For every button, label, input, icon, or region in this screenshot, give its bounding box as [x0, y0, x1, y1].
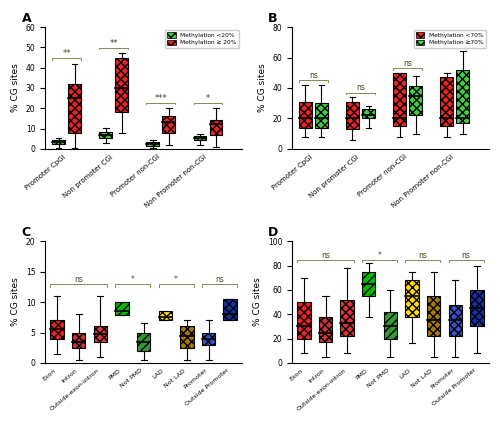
- Bar: [297, 302, 310, 338]
- Text: ns: ns: [403, 59, 412, 68]
- Bar: [315, 103, 328, 127]
- Text: B: B: [268, 12, 278, 25]
- Bar: [202, 332, 215, 345]
- Text: ns: ns: [321, 251, 330, 260]
- Bar: [52, 140, 65, 144]
- Bar: [346, 102, 359, 129]
- Y-axis label: % CG sites: % CG sites: [11, 63, 20, 113]
- Text: **: **: [62, 49, 71, 58]
- Bar: [100, 132, 112, 137]
- Bar: [72, 332, 86, 348]
- Bar: [410, 86, 422, 115]
- Y-axis label: % CG sites: % CG sites: [253, 277, 262, 327]
- Bar: [440, 77, 453, 126]
- Text: ns: ns: [450, 38, 459, 47]
- Text: *: *: [174, 275, 178, 284]
- Bar: [319, 317, 332, 342]
- Bar: [137, 332, 150, 351]
- Y-axis label: % CG sites: % CG sites: [11, 277, 20, 327]
- Bar: [146, 142, 159, 146]
- Bar: [427, 296, 440, 336]
- Bar: [180, 327, 194, 348]
- Bar: [194, 136, 206, 140]
- Bar: [210, 121, 222, 135]
- Text: ns: ns: [356, 83, 365, 93]
- Bar: [224, 299, 237, 320]
- Bar: [299, 102, 312, 127]
- Bar: [384, 312, 397, 338]
- Bar: [362, 272, 376, 296]
- Bar: [116, 302, 128, 316]
- Text: *: *: [206, 94, 210, 103]
- Text: ***: ***: [154, 94, 167, 103]
- Bar: [94, 327, 107, 342]
- Bar: [448, 305, 462, 336]
- Text: *: *: [131, 275, 134, 284]
- Bar: [406, 280, 419, 317]
- Text: C: C: [22, 226, 30, 239]
- Text: D: D: [268, 226, 278, 239]
- Legend: Methylation <70%, Methylation ≥70%: Methylation <70%, Methylation ≥70%: [414, 30, 486, 48]
- Text: ns: ns: [309, 71, 318, 80]
- Text: ns: ns: [462, 251, 470, 260]
- Text: ns: ns: [215, 275, 224, 284]
- Bar: [362, 109, 375, 118]
- Text: **: **: [110, 39, 118, 48]
- Bar: [158, 311, 172, 320]
- Bar: [116, 58, 128, 112]
- Text: *: *: [378, 251, 382, 260]
- Bar: [50, 320, 64, 338]
- Bar: [470, 290, 484, 327]
- Bar: [394, 73, 406, 126]
- Text: ns: ns: [418, 251, 428, 260]
- Bar: [340, 299, 354, 336]
- Bar: [456, 70, 469, 123]
- Bar: [162, 116, 175, 132]
- Y-axis label: % CG sites: % CG sites: [258, 63, 267, 113]
- Text: ns: ns: [74, 275, 83, 284]
- Bar: [68, 84, 81, 132]
- Legend: Methylation <20%, Methylation ≥ 20%: Methylation <20%, Methylation ≥ 20%: [165, 30, 239, 48]
- Text: A: A: [22, 12, 31, 25]
